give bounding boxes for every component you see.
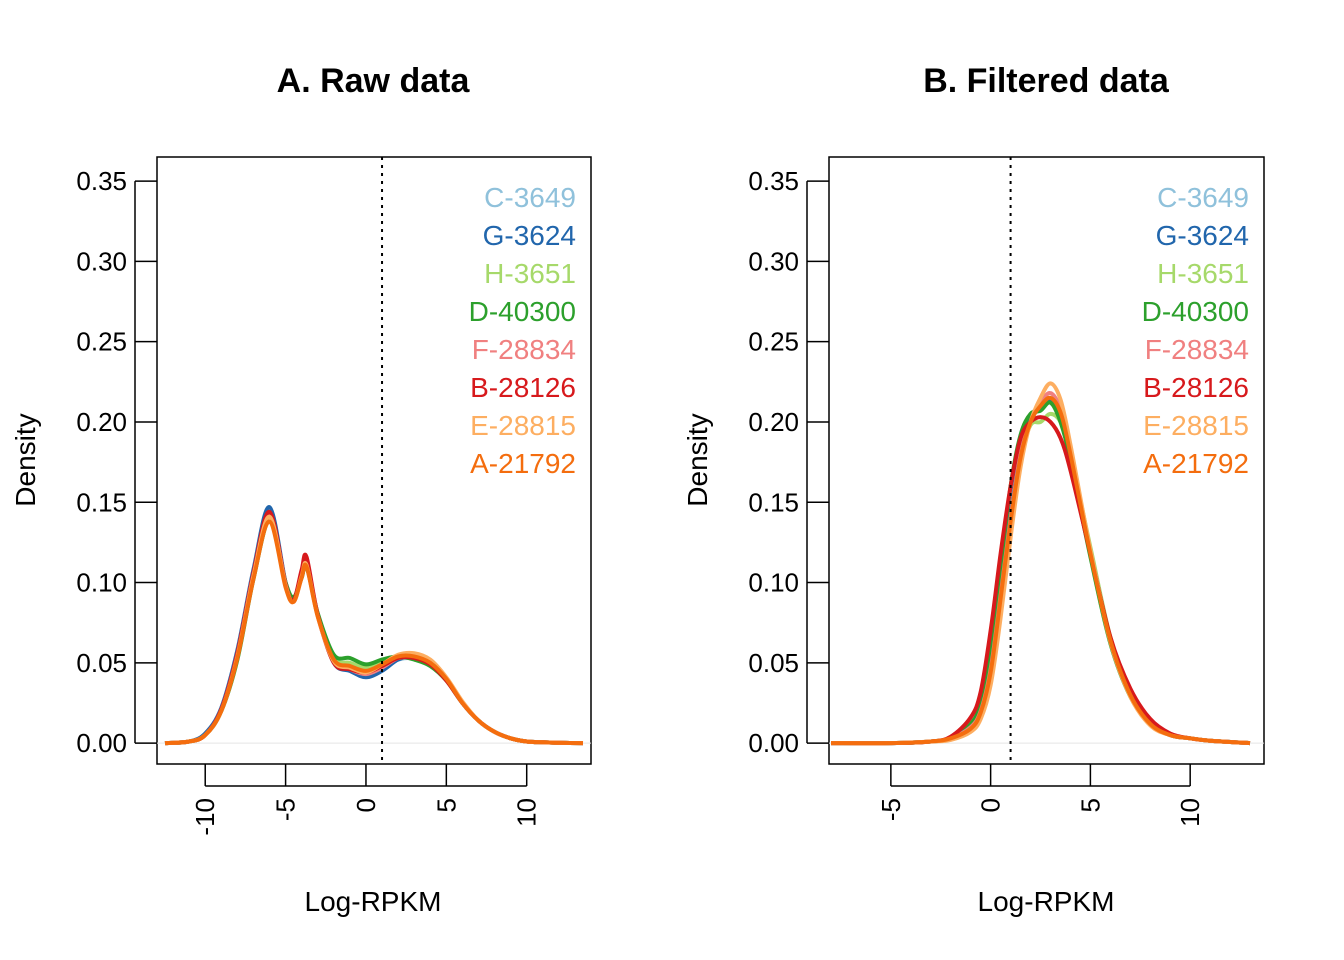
panel-b-x-tick-label: 0 [976,798,1006,812]
panel-b-legend-entry: H-3651 [1157,258,1249,289]
panel-b-axes: 0.00 0.05 0.10 0.15 0.20 0.25 0.30 0.35 -5 0 5 10 [748,156,1265,827]
panel-b-y-tick-label: 0.20 [748,407,799,437]
panel-b-y-tick-label: 0.00 [748,728,799,758]
panel-b-legend-entry: G-3624 [1156,220,1249,251]
panel-a-plot-frame [156,156,592,765]
panel-a-x-tick-label: -10 [190,798,220,836]
panel-b-x-axis-label: Log-RPKM [978,886,1115,917]
panel-a-legend-entry: D-40300 [469,296,576,327]
panel-a-legend-entry: F-28834 [472,334,576,365]
panel-b-legend-entry: E-28815 [1143,410,1249,441]
panel-b-x-tick-label: 5 [1075,798,1105,812]
panel-b-y-tick-label: 0.30 [748,246,799,276]
panel-a-legend-entry: E-28815 [470,410,576,441]
panel-a-axes: 0.00 0.05 0.10 0.15 0.20 0.25 0.30 0.35 -10 -5 0 5 1… [76,156,592,836]
panel-a-y-tick-label: 0.30 [76,246,127,276]
panel-b-x-tick-label: -5 [876,798,906,821]
panel-a-x-axis-label: Log-RPKM [305,886,442,917]
panel-a-y-tick-label: 0.15 [76,487,127,517]
panel-b-curve-b-28126 [830,415,1251,746]
panel-a-x-tick-label: -5 [271,798,301,821]
panel-b-y-tick-label: 0.15 [748,487,799,517]
panel-b-y-axis-label: Density [682,413,713,506]
panel-a-y-tick-label: 0.10 [76,568,127,598]
panel-b-plot-frame [828,156,1265,765]
panel-b-legend-entry: F-28834 [1145,334,1249,365]
panel-a-legend-entry: B-28126 [470,372,576,403]
panel-b-legend: C-3649 G-3624 H-3651 D-40300 F-28834 B-28126 E… [1142,182,1249,479]
panel-b-density-curves [830,157,1251,764]
panel-a-y-tick-label: 0.00 [76,728,127,758]
panel-a-legend-entry: C-3649 [484,182,576,213]
panel-a-legend-entry: A-21792 [470,448,576,479]
panel-a-x-tick-label: 5 [431,798,461,812]
panel-b-legend-entry: B-28126 [1143,372,1249,403]
panel-a-legend-entry: H-3651 [484,258,576,289]
panel-a-y-tick-label: 0.35 [76,166,127,196]
panel-b-y-tick-label: 0.10 [748,568,799,598]
panel-b-legend-entry: C-3649 [1157,182,1249,213]
panel-b: B. Filtered data Log-RPKM Density 0.000.… [682,62,1265,917]
panel-a-y-tick-label: 0.20 [76,407,127,437]
panel-a-curve-a-21792 [164,519,584,746]
panel-a-y-tick-label: 0.25 [76,327,127,357]
panel-a: A. Raw data Log-RPKM Density 0.00 0.05 0.1… [10,62,592,917]
panel-b-curve-a-21792 [830,395,1251,746]
panel-b-y-tick-label: 0.35 [748,166,799,196]
panel-a-y-axis-label: Density [10,413,41,506]
panel-b-y-tick-label: 0.05 [748,648,799,678]
panel-a-density-curves [164,157,584,764]
panel-a-legend-entry: G-3624 [483,220,576,251]
panel-b-legend-entry: D-40300 [1142,296,1249,327]
panel-b-title: B. Filtered data [923,62,1170,100]
panel-a-title: A. Raw data [277,62,471,100]
panel-b-y-tick-label: 0.25 [748,327,799,357]
panel-a-legend: C-3649 G-3624 H-3651 D-40300 F-28834 B-28126 E… [469,182,576,479]
panel-a-x-tick-label: 10 [512,798,542,827]
panel-b-x-tick-label: 10 [1175,798,1205,827]
panel-b-legend-entry: A-21792 [1143,448,1249,479]
panel-a-y-tick-label: 0.05 [76,648,127,678]
panel-a-x-tick-label: 0 [351,798,381,812]
